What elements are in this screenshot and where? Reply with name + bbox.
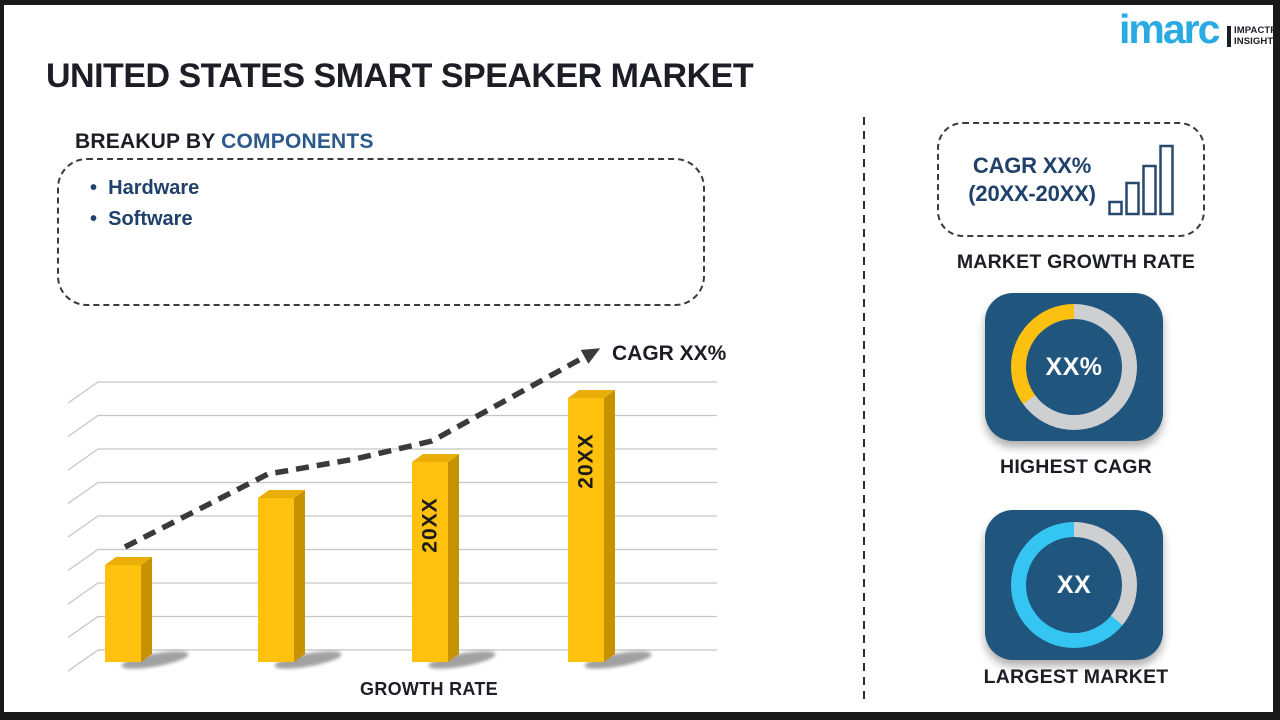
bar-side-face: [141, 557, 152, 662]
bar-shadow: [584, 651, 652, 669]
cagr-line: CAGR XX%: [972, 152, 1092, 178]
page-title: UNITED STATES SMART SPEAKER MARKET: [46, 57, 754, 95]
logo-tagline-line2: INSIGHTS: [1234, 35, 1280, 47]
largest-market-donut: XX: [1011, 522, 1137, 648]
x-axis-label: GROWTH RATE: [360, 679, 498, 699]
logo-divider-bar: [1227, 26, 1231, 47]
components-list: Hardware Software: [90, 173, 199, 235]
trend-arrow: [123, 348, 601, 550]
bar-side-face: [448, 454, 459, 662]
largest-market-value: XX: [1056, 570, 1092, 599]
bar-shadow: [274, 651, 342, 669]
highest-cagr-label: HIGHEST CAGR: [1000, 456, 1152, 478]
frame-border-top: [0, 0, 1280, 5]
frame-border-bottom: [0, 712, 1280, 720]
market-growth-rate-label: MARKET GROWTH RATE: [956, 251, 1196, 273]
imarc-logo-wordmark: imarc: [1119, 6, 1220, 52]
bar-front-face: [105, 565, 141, 662]
bar-side-face: [604, 390, 615, 662]
chart-gridlines: [67, 381, 717, 672]
bar-year-label: 20XX: [419, 497, 442, 552]
logo-tagline-line1: IMPACTFUL: [1234, 25, 1280, 36]
bars: 20XX 20XX: [105, 390, 615, 662]
highest-cagr-tile: XX%: [985, 293, 1163, 441]
component-item-software: Software: [90, 204, 199, 235]
trend-cagr-label: CAGR XX%: [612, 342, 727, 365]
logo-tagline: IMPACTFUL INSIGHTS: [1234, 25, 1280, 47]
breakup-heading: BREAKUP BY COMPONENTS: [75, 130, 374, 154]
bar-front-face: [412, 462, 448, 662]
highest-cagr-donut: XX%: [1011, 304, 1137, 430]
breakup-heading-prefix: BREAKUP BY: [75, 130, 216, 153]
cagr-years-line: (20XX-20XX): [968, 180, 1096, 206]
frame-border-left: [0, 0, 4, 720]
largest-market-tile: XX: [985, 510, 1163, 660]
imarc-logo: imarc IMPACTFUL INSIGHTS: [1119, 6, 1280, 56]
frame-border-right: [1273, 0, 1280, 720]
bar-shadow: [121, 651, 189, 669]
breakup-heading-highlight: COMPONENTS: [221, 130, 374, 153]
bar-shadow: [428, 651, 496, 669]
highest-cagr-value: XX%: [1045, 352, 1103, 381]
bar-side-face: [294, 490, 305, 662]
section-divider: [863, 117, 865, 701]
bar-front-face: [568, 398, 604, 662]
cagr-growth-box: CAGR XX% (20XX-20XX): [937, 122, 1205, 237]
bar-top-face: [412, 454, 459, 462]
bar-top-face: [105, 557, 152, 565]
components-box: Hardware Software: [57, 158, 705, 306]
growth-bar-chart: 20XX 20XX: [67, 348, 717, 672]
bar-top-face: [258, 490, 305, 498]
component-item-hardware: Hardware: [90, 173, 199, 204]
bar-year-label: 20XX: [575, 433, 598, 488]
growth-bars-icon: [1107, 144, 1174, 215]
bar-front-face: [258, 498, 294, 662]
bar-top-face: [568, 390, 615, 398]
cagr-growth-box-text: CAGR XX% (20XX-20XX): [968, 152, 1096, 208]
bar-shadows: [121, 651, 652, 669]
largest-market-label: LARGEST MARKET: [983, 666, 1169, 688]
